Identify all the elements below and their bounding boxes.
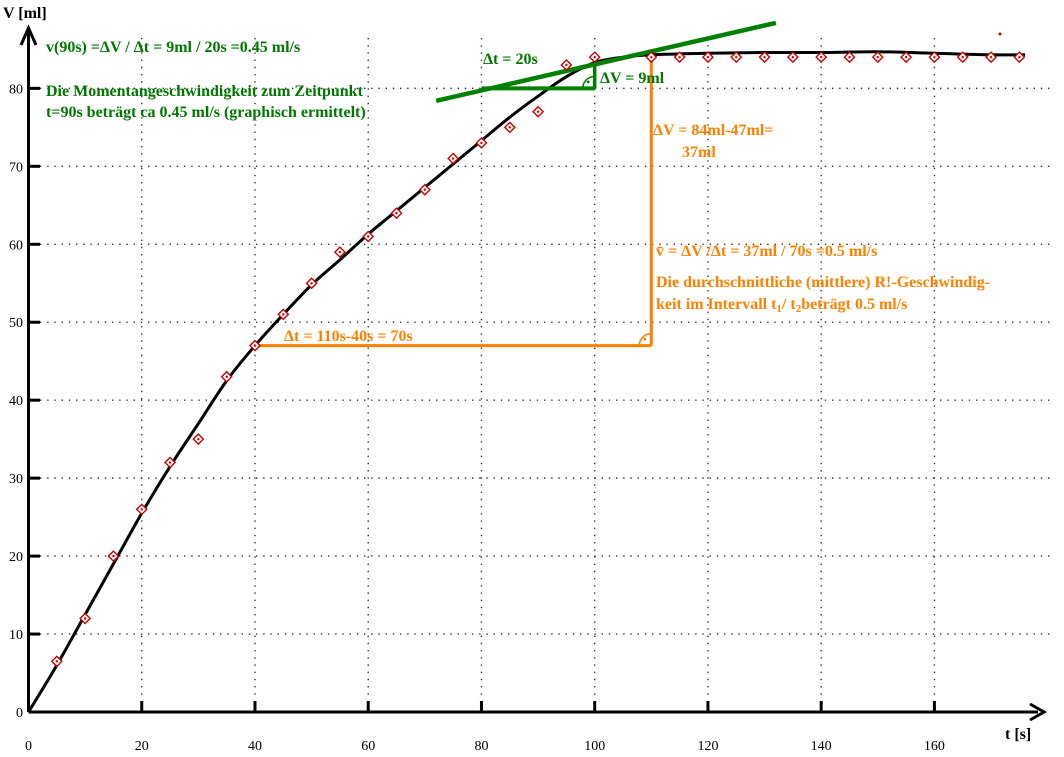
- data-point-dot-icon: [933, 55, 936, 59]
- note-text-segment: beträgt 0.5 ml/s: [801, 296, 907, 313]
- y-axis-arrow-icon: [19, 24, 38, 46]
- subscript-index: 2: [796, 303, 802, 315]
- y-tick-label: 70: [9, 160, 23, 175]
- data-point-dot-icon: [55, 660, 59, 663]
- right-angle-arc-icon: [581, 75, 595, 89]
- data-point-dot-icon: [791, 55, 795, 59]
- x-tick-label: 60: [361, 739, 375, 754]
- delta-v-calc-line2: 37ml: [682, 144, 716, 161]
- data-point-dot-icon: [989, 55, 993, 59]
- data-point-dot-icon: [197, 437, 200, 441]
- delta-t-20s-label: Δt = 20s: [483, 51, 538, 68]
- x-tick-label: 80: [474, 739, 488, 754]
- y-tick-label: 20: [9, 550, 23, 565]
- data-point-dot-icon: [282, 313, 285, 316]
- data-point-dot-icon: [112, 554, 115, 558]
- y-tick-label: 0: [16, 706, 23, 721]
- instantaneous-rate-note-line2: t=90s beträgt ca 0.45 ml/s (graphisch er…: [46, 104, 366, 121]
- right-angle-dot-icon: [586, 80, 590, 84]
- stray-mark: [998, 32, 1002, 36]
- data-point-dot-icon: [593, 55, 596, 59]
- avg-rate-note-line1: Die durchschnittliche (mittlere) R!-Gesc…: [656, 274, 990, 291]
- x-tick-label: 160: [924, 739, 945, 754]
- data-point-dot-icon: [225, 375, 228, 378]
- data-point-dot-icon: [961, 55, 964, 59]
- y-tick-label: 40: [9, 394, 23, 409]
- data-point-dot-icon: [367, 235, 370, 238]
- chart-canvas: [19, 20, 1050, 722]
- data-point-dot-icon: [1018, 55, 1021, 59]
- data-point-dot-icon: [508, 126, 511, 129]
- annotation-texts: V [ml] t [s] v(90s) =ΔV / Δt = 9ml / 20s…: [3, 5, 1031, 754]
- data-point-dot-icon: [848, 55, 851, 59]
- y-tick-label: 50: [9, 316, 23, 331]
- avg-rate-note-line2: keit im Intervall t1/ t2beträgt 0.5 ml/s: [656, 296, 907, 315]
- data-point-dot-icon: [395, 211, 398, 215]
- x-axis-arrow-icon: [1029, 702, 1048, 722]
- x-tick-label: 100: [584, 739, 605, 754]
- delta-v-9ml-label: ΔV = 9ml: [600, 70, 665, 87]
- y-tick-label: 80: [9, 82, 23, 97]
- data-point-dot-icon: [480, 141, 483, 145]
- data-point-dot-icon: [678, 55, 681, 59]
- subscript-index: 1: [776, 303, 782, 315]
- x-tick-label: 0: [25, 739, 32, 754]
- data-point-dot-icon: [253, 344, 257, 347]
- data-point-dot-icon: [565, 63, 568, 67]
- x-tick-label: 120: [697, 739, 718, 754]
- data-point-dot-icon: [735, 55, 738, 59]
- right-angle-dot-icon: [643, 337, 647, 341]
- data-point-dot-icon: [140, 508, 143, 511]
- delta-t-calc-label: Δt = 110s-40s = 70s: [284, 328, 413, 345]
- fitted-curve: [27, 50, 1026, 713]
- data-point-dot-icon: [706, 55, 710, 59]
- x-tick-label: 20: [135, 739, 149, 754]
- x-axis-title: t [s]: [1005, 726, 1031, 743]
- data-point-dot-icon: [819, 55, 823, 59]
- data-point-dot-icon: [763, 55, 766, 59]
- x-tick-label: 40: [248, 739, 262, 754]
- note-text-segment: keit im Intervall t: [656, 296, 777, 313]
- data-point-dot-icon: [650, 55, 653, 59]
- data-point-dot-icon: [310, 282, 313, 285]
- right-angle-arc-icon: [638, 332, 652, 346]
- y-axis-title: V [ml]: [3, 5, 47, 22]
- data-point-dot-icon: [83, 617, 87, 620]
- data-point-dot-icon: [423, 188, 427, 191]
- data-point-dot-icon: [338, 250, 342, 254]
- data-point-dot-icon: [168, 461, 172, 464]
- data-point-dot-icon: [876, 55, 880, 59]
- data-point-dot-icon: [904, 55, 908, 59]
- x-tick-label: 140: [811, 739, 832, 754]
- note-text-segment: / t: [781, 296, 796, 313]
- instantaneous-rate-formula: v(90s) =ΔV / Δt = 9ml / 20s =0.45 ml/s: [46, 39, 300, 56]
- y-tick-label: 60: [9, 238, 23, 253]
- avg-rate-formula: v̄ = ΔV /Δt = 37ml / 70s =0.5 ml/s: [656, 243, 877, 260]
- delta-v-calc-line1: ΔV = 84ml-47ml=: [653, 122, 773, 139]
- y-tick-label: 10: [9, 628, 23, 643]
- instantaneous-rate-note-line1: Die Momentangeschwindigkeit zum Zeitpunk…: [46, 83, 364, 100]
- data-point-dot-icon: [536, 110, 540, 113]
- y-tick-label: 30: [9, 472, 23, 487]
- data-point-dot-icon: [451, 157, 455, 160]
